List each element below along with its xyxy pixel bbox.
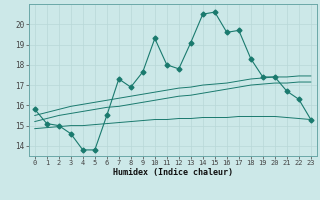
X-axis label: Humidex (Indice chaleur): Humidex (Indice chaleur) (113, 168, 233, 177)
